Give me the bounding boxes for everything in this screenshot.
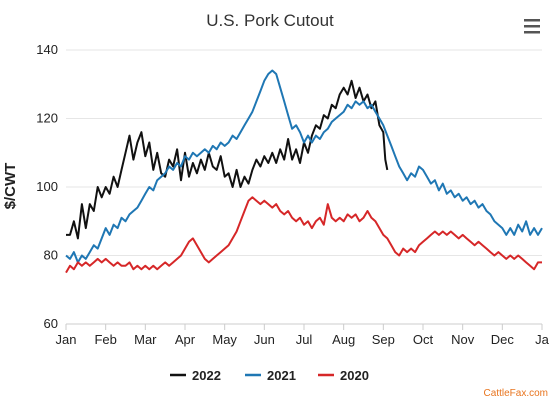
y-axis-label: $/CWT [2, 163, 19, 210]
x-tick-label: Mar [134, 332, 157, 347]
legend-item-2020[interactable]: 2020 [318, 368, 369, 383]
legend-label: 2022 [192, 368, 221, 383]
x-tick-label: Aug [332, 332, 355, 347]
menu-icon[interactable] [524, 19, 540, 34]
x-tick-label: May [212, 332, 237, 347]
x-tick-label: Dec [491, 332, 515, 347]
series-line-2021 [65, 69, 543, 264]
legend-label: 2021 [267, 368, 296, 383]
x-tick-label: Feb [94, 332, 116, 347]
x-axis-ticks: Jan Feb Mar Apr May Jun Jul Aug Sep Oct Nov Dec Ja [56, 324, 550, 347]
x-tick-label: Jul [296, 332, 313, 347]
x-tick-label: Jun [254, 332, 275, 347]
legend-item-2021[interactable]: 2021 [245, 368, 296, 383]
x-tick-label: Nov [451, 332, 475, 347]
series-line-2020 [65, 196, 542, 274]
x-tick-label: Sep [372, 332, 395, 347]
y-tick-label: 100 [36, 179, 58, 194]
legend: 2022 2021 2020 [170, 368, 369, 383]
x-tick-label: Apr [175, 332, 196, 347]
legend-label: 2020 [340, 368, 369, 383]
x-tick-label: Jan [56, 332, 77, 347]
y-tick-label: 80 [44, 248, 58, 263]
chart-title: U.S. Pork Cutout [206, 11, 334, 30]
legend-item-2022[interactable]: 2022 [170, 368, 221, 383]
credits-text[interactable]: CattleFax.com [484, 388, 548, 399]
y-tick-label: 120 [36, 111, 58, 126]
x-tick-label: Oct [413, 332, 434, 347]
x-tick-label: Ja [535, 332, 550, 347]
series-lines [65, 69, 543, 274]
y-axis-ticks: 60 80 100 120 140 [36, 42, 58, 331]
series-line-2022 [66, 79, 389, 240]
y-tick-label: 60 [44, 316, 58, 331]
y-tick-label: 140 [36, 42, 58, 57]
gridlines [66, 49, 542, 325]
